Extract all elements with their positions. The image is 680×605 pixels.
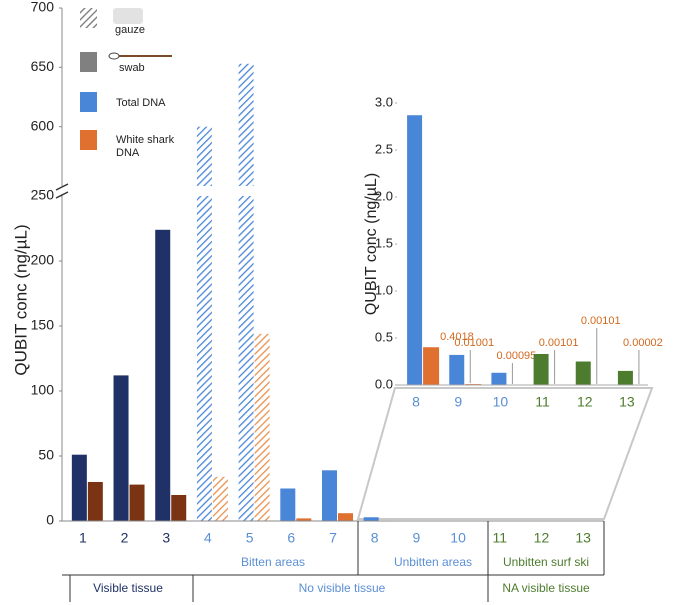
y-tick-label: 250	[31, 187, 55, 203]
tissue-label: No visible tissue	[299, 581, 386, 595]
inset-y-tick-label: 0.5	[375, 329, 393, 344]
x-tick-label: 12	[534, 530, 550, 546]
tissue-label: Visible tissue	[93, 581, 163, 595]
x-tick-label: 1	[79, 530, 87, 546]
data-label: 0.4018	[440, 331, 474, 343]
bar	[238, 196, 254, 521]
legend-label: Total DNA	[116, 97, 166, 109]
inset-x-tick-label: 10	[493, 394, 509, 410]
legend-swatch	[80, 92, 97, 112]
bar	[254, 333, 270, 521]
inset-connector	[356, 387, 654, 520]
bar	[322, 470, 337, 521]
data-label: 0.00095	[497, 350, 537, 362]
bar	[575, 361, 591, 385]
bar	[196, 126, 212, 186]
inset-x-tick-label: 12	[577, 394, 593, 410]
x-tick-label: 2	[121, 530, 129, 546]
y-tick-label: 650	[31, 58, 55, 74]
group-label: Unbitten areas	[394, 555, 472, 569]
bar	[171, 495, 187, 521]
bar	[196, 196, 212, 521]
data-label: 0.00101	[581, 315, 621, 327]
legend-label: gauze	[115, 24, 145, 36]
bar	[71, 454, 87, 521]
inset-y-tick-label: 1.0	[375, 282, 393, 297]
y-tick-label: 600	[31, 117, 55, 133]
bar	[533, 353, 549, 385]
data-label: 0.00002	[623, 337, 663, 349]
bar	[296, 518, 312, 521]
legend-swatch	[80, 52, 97, 72]
bar	[238, 63, 254, 187]
bar	[155, 229, 171, 522]
bar	[449, 354, 465, 385]
x-tick-label: 4	[204, 530, 212, 546]
bar	[423, 347, 440, 385]
bar	[113, 375, 129, 521]
group-label: Unbitten surf ski	[503, 555, 589, 569]
inset-x-tick-label: 13	[619, 394, 635, 410]
x-tick-label: 13	[575, 530, 591, 546]
bar	[617, 370, 633, 385]
x-tick-label: 10	[450, 530, 466, 546]
inset-y-tick-label: 1.5	[375, 235, 393, 250]
x-tick-label: 3	[162, 530, 170, 546]
legend-label: swab	[119, 62, 145, 74]
inset-y-tick-label: 0.0	[375, 376, 393, 391]
group-label: Bitten areas	[241, 555, 305, 569]
y-tick-label: 200	[31, 252, 55, 268]
y-tick-label: 700	[31, 0, 55, 15]
bar	[407, 115, 423, 385]
inset-x-tick-label: 9	[454, 394, 462, 410]
data-label: 0.01001	[454, 337, 494, 349]
bar	[491, 372, 507, 385]
axis-break	[55, 183, 69, 191]
x-tick-label: 9	[412, 530, 420, 546]
tissue-label: NA visible tissue	[502, 581, 590, 595]
inset-y-tick-label: 2.0	[375, 188, 393, 203]
legend-icon	[113, 8, 143, 24]
y-tick-label: 150	[31, 317, 55, 333]
x-tick-label: 11	[492, 530, 507, 546]
bar	[129, 484, 145, 521]
inset-x-tick-label: 11	[535, 394, 550, 410]
data-label: 0.00101	[539, 337, 579, 349]
legend-icon	[108, 52, 120, 60]
y-tick-label: 0	[46, 512, 54, 528]
bar	[212, 476, 228, 521]
bar	[338, 513, 353, 521]
inset-y-tick-label: 3.0	[375, 94, 393, 109]
legend-swatch	[80, 8, 97, 28]
y-tick-label: 50	[38, 447, 54, 463]
axis-break	[55, 191, 69, 199]
bar	[363, 517, 379, 521]
x-tick-label: 8	[371, 530, 379, 546]
x-tick-label: 6	[287, 530, 295, 546]
x-tick-label: 5	[246, 530, 254, 546]
legend-swatch	[80, 130, 97, 150]
inset-y-tick-label: 2.5	[375, 141, 393, 156]
y-tick-label: 100	[31, 382, 55, 398]
inset-x-tick-label: 8	[412, 394, 420, 410]
legend-label: White shark DNA	[116, 134, 175, 159]
y-axis-label: QUBIT conc (ng/µL)	[11, 224, 30, 375]
bar	[280, 488, 296, 521]
inset-y-axis-label: QUBIT conc (ng/µL)	[363, 173, 380, 315]
x-tick-label: 7	[329, 530, 337, 546]
bar	[87, 482, 103, 521]
